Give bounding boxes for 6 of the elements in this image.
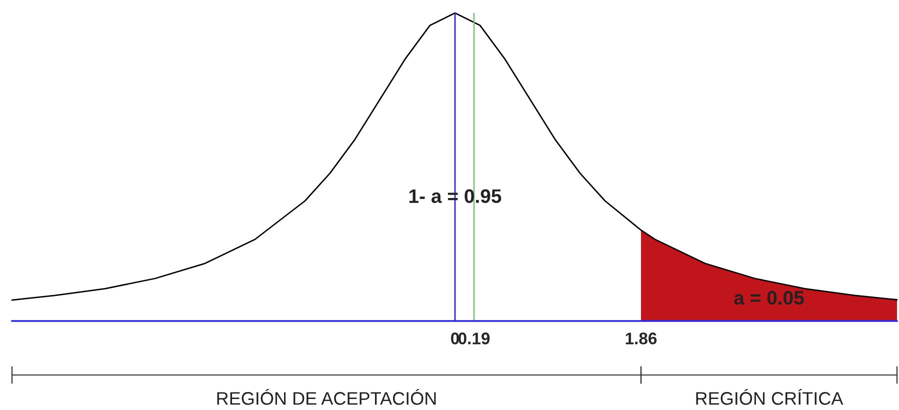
text: REGIÓN DE ACEPTACIÓN bbox=[217, 389, 436, 405]
annotation: a = 0.05 bbox=[734, 290, 804, 305]
text: REGIÓN CRÍTICA bbox=[696, 389, 844, 405]
x-tick-label: 0 bbox=[451, 332, 459, 344]
x-tick-label: 0.19 bbox=[458, 332, 490, 344]
x-tick-label: 1.86 bbox=[626, 332, 657, 344]
